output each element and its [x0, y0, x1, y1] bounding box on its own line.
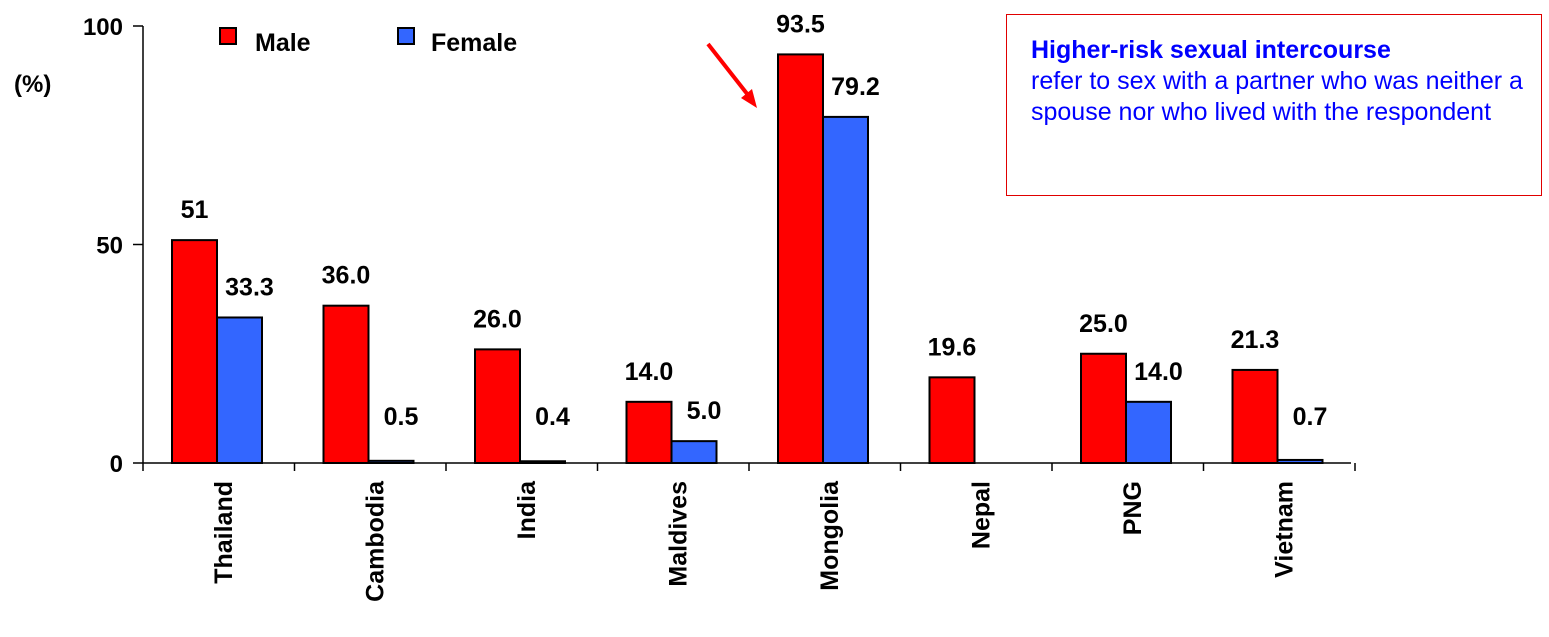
value-label-male-mongolia: 93.5 [776, 10, 825, 38]
value-label-female-vietnam: 0.7 [1293, 403, 1328, 431]
note-body: refer to sex with a partner who was neit… [1031, 67, 1523, 126]
value-label-female-png: 14.0 [1134, 358, 1183, 386]
bar-male-mongolia [777, 53, 824, 464]
x-ticks-group [142, 463, 1356, 471]
bar-male-nepal [928, 376, 976, 464]
value-label-male-nepal: 19.6 [928, 333, 977, 361]
bar-female-thailand [216, 316, 263, 464]
value-label-male-india: 26.0 [473, 305, 522, 333]
y-tick-label: 100 [83, 14, 123, 41]
value-label-female-thailand: 33.3 [225, 273, 274, 301]
bar-male-thailand [171, 239, 218, 464]
note-title: Higher-risk sexual intercourse [1031, 36, 1391, 64]
legend-label-male: Male [255, 29, 311, 57]
value-label-male-maldives: 14.0 [625, 358, 674, 386]
category-label-thailand: Thailand [210, 481, 238, 584]
value-label-female-cambodia: 0.5 [384, 403, 419, 431]
bar-female-png [1125, 400, 1172, 465]
bar-male-maldives [625, 400, 673, 465]
category-label-india: India [513, 480, 541, 539]
legend-swatch-male [219, 27, 237, 45]
category-label-mongolia: Mongolia [816, 480, 844, 591]
bar-female-mongolia [822, 115, 869, 464]
bars-group [171, 53, 1324, 465]
bar-male-vietnam [1231, 368, 1279, 465]
value-label-male-vietnam: 21.3 [1231, 326, 1280, 354]
bar-female-maldives [670, 440, 718, 464]
value-label-female-mongolia: 79.2 [831, 73, 880, 101]
y-ticks-group: 0 50 100 [83, 14, 143, 478]
value-label-male-png: 25.0 [1079, 310, 1128, 338]
y-tick-label: 0 [110, 451, 123, 478]
highlight-arrow [706, 42, 757, 108]
value-labels-group: 51 33.3 36.0 0.5 26.0 0.4 14.0 5.0 93.5 79.2 19.6 2… [181, 10, 1328, 431]
value-label-female-maldives: 5.0 [687, 397, 722, 425]
value-label-female-india: 0.4 [535, 403, 570, 431]
category-label-vietnam: Vietnam [1271, 481, 1299, 578]
bar-male-png [1080, 352, 1127, 464]
bar-male-cambodia [322, 304, 370, 464]
bar-male-india [474, 348, 521, 465]
y-axis-label: (%) [14, 71, 51, 98]
value-label-male-cambodia: 36.0 [322, 262, 371, 290]
definition-note-box: Higher-risk sexual intercourse refer to … [1006, 14, 1542, 196]
y-tick-label: 50 [96, 233, 123, 260]
legend: Male Female [219, 27, 517, 57]
category-label-cambodia: Cambodia [362, 480, 390, 602]
category-label-nepal: Nepal [968, 481, 996, 549]
category-label-maldives: Maldives [665, 481, 693, 587]
category-label-png: PNG [1119, 481, 1147, 535]
legend-swatch-female [397, 27, 415, 45]
legend-label-female: Female [431, 29, 517, 57]
arrow-shaft [706, 42, 750, 97]
category-labels-group: Thailand Cambodia India Maldives Mongolia Nep… [210, 480, 1299, 602]
arrow-head [741, 89, 757, 108]
value-label-male-thailand: 51 [181, 196, 209, 224]
